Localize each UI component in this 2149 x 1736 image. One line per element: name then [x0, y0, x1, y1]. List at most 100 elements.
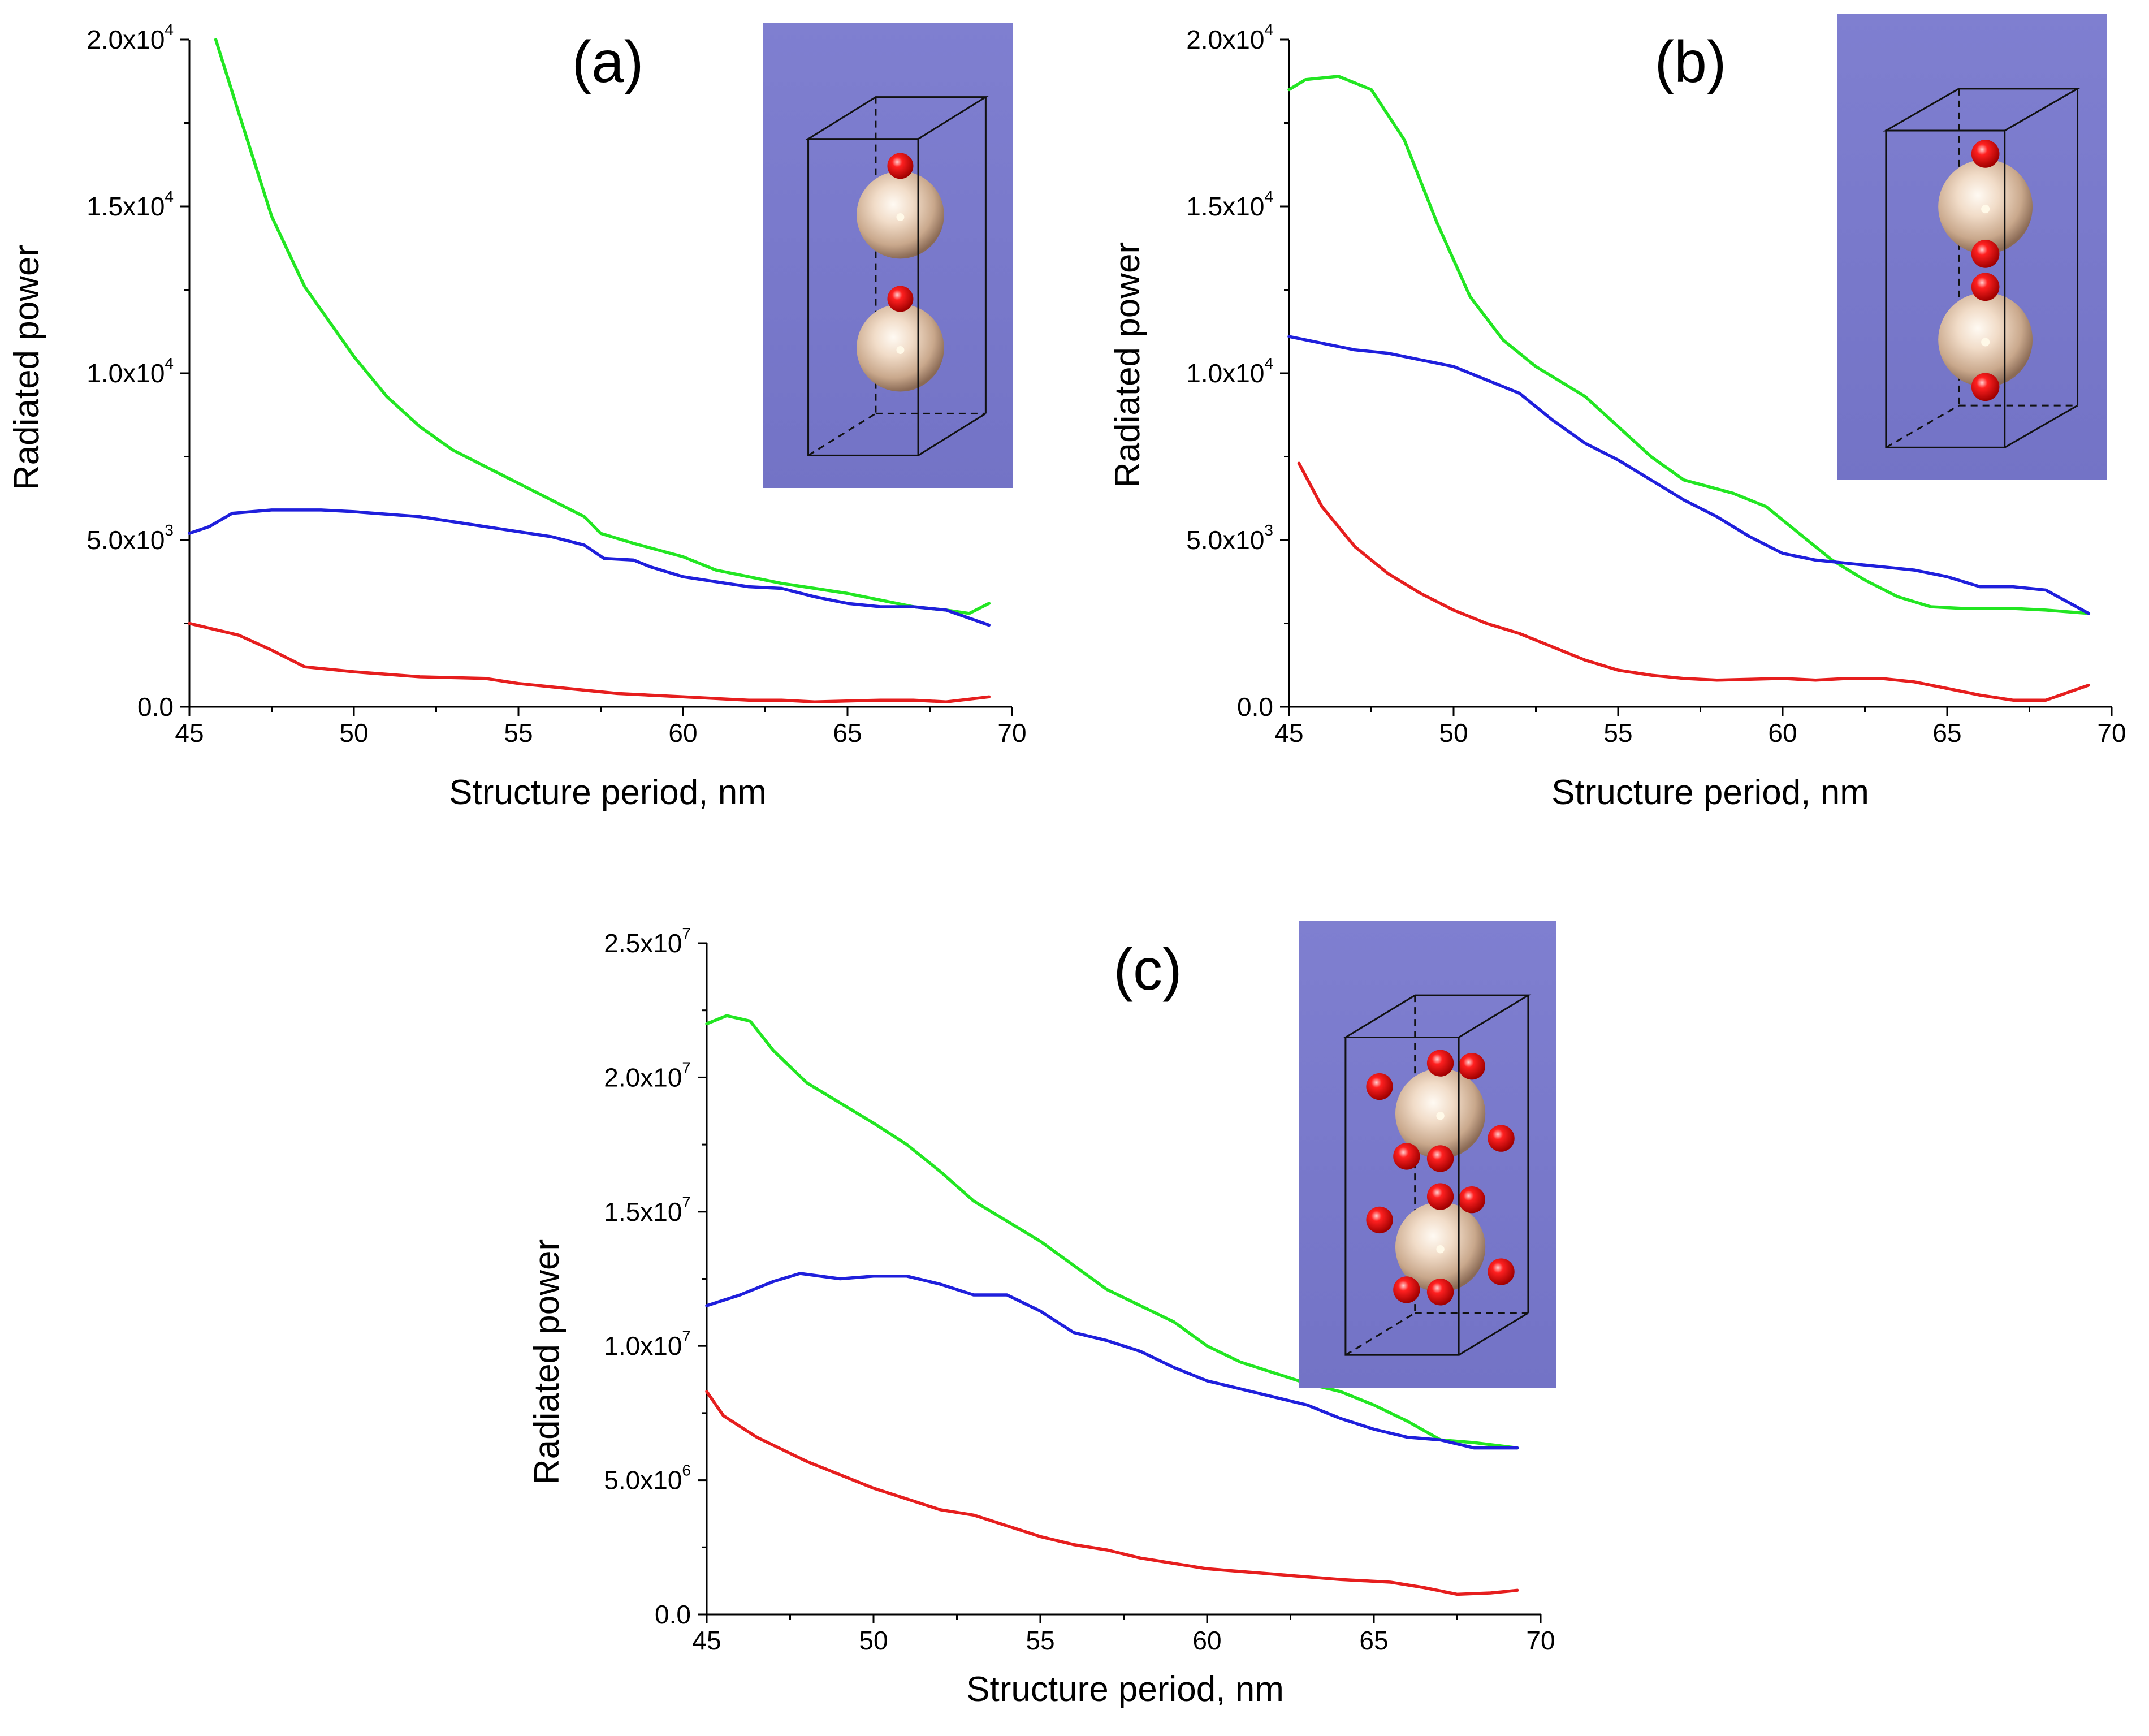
nanosphere: [1366, 1050, 1515, 1172]
y-tick-mantissa: 1.0x10: [1186, 359, 1264, 388]
sphere-highlight: [1981, 338, 1990, 347]
x-tick-label: 45: [1274, 718, 1303, 748]
atom-icon: [1488, 1258, 1515, 1285]
series-line-red: [705, 1390, 1519, 1596]
y-tick-exponent: 4: [165, 188, 174, 205]
x-tick-label: 60: [1768, 718, 1797, 748]
atom-icon: [1971, 273, 2000, 301]
x-tick-label: 65: [833, 718, 862, 748]
x-tick-label: 60: [668, 718, 697, 748]
cell-hidden-edge: [1886, 404, 1960, 448]
series-line-blue: [1287, 335, 2091, 615]
y-tick-mantissa: 5.0x10: [1186, 525, 1264, 555]
nanosphere: [857, 286, 944, 392]
x-axis-title: Structure period, nm: [966, 1670, 1284, 1709]
y-tick-mantissa: 5.0x10: [87, 525, 165, 555]
y-tick-label: 0.0: [137, 692, 174, 722]
y-tick-mantissa: 2.0x10: [1186, 25, 1264, 54]
series-line-green: [1287, 75, 2091, 615]
y-tick-label: 2.5x107: [604, 925, 691, 958]
x-tick-label: 60: [1192, 1626, 1221, 1655]
y-tick-exponent: 7: [682, 1327, 691, 1345]
x-tick-label: 70: [2097, 718, 2126, 748]
atom-icon: [887, 153, 914, 179]
atom-icon: [887, 286, 914, 312]
series-line-blue: [188, 508, 991, 627]
y-tick-mantissa: 0.0: [1237, 692, 1273, 722]
inset-unit-cell: [763, 23, 1013, 488]
y-tick-mantissa: 2.0x10: [604, 1063, 682, 1092]
y-tick-exponent: 3: [165, 521, 174, 539]
x-tick-label: 70: [997, 718, 1026, 748]
y-tick-label: 2.0x107: [604, 1059, 691, 1092]
panel-label: (a): [572, 29, 643, 95]
cell-edge: [2004, 404, 2078, 448]
x-tick-label: 55: [1603, 718, 1632, 748]
y-tick-label: 5.0x106: [604, 1462, 691, 1495]
y-tick-label: 1.5x107: [604, 1193, 691, 1227]
x-axis-title: Structure period, nm: [449, 773, 767, 812]
x-tick-label: 55: [504, 718, 533, 748]
series-line-red: [188, 621, 991, 703]
x-tick-label: 55: [1026, 1626, 1054, 1655]
y-tick-label: 1.5x104: [1186, 188, 1273, 221]
y-tick-exponent: 4: [1264, 188, 1273, 205]
y-tick-label: 1.0x104: [1186, 355, 1273, 388]
x-axis-title: Structure period, nm: [1551, 773, 1869, 812]
cell-hidden-edge: [1345, 1312, 1416, 1356]
y-tick-label: 0.0: [1237, 692, 1273, 722]
sphere-highlight: [1436, 1112, 1445, 1120]
atom-icon: [1366, 1206, 1393, 1234]
x-tick-label: 45: [692, 1626, 721, 1655]
y-axis-title: Radiated power: [7, 245, 46, 490]
y-tick-label: 5.0x103: [87, 521, 174, 555]
atom-icon: [1393, 1143, 1420, 1170]
x-tick-label: 50: [859, 1626, 888, 1655]
y-tick-label: 5.0x103: [1186, 521, 1273, 555]
y-tick-exponent: 3: [1264, 521, 1273, 539]
atom-icon: [1488, 1125, 1515, 1152]
y-tick-mantissa: 1.0x10: [604, 1331, 682, 1361]
y-axis-title: Radiated power: [527, 1239, 567, 1484]
sphere-highlight: [896, 213, 905, 221]
cell-edge: [1458, 1312, 1529, 1356]
atom-icon: [1458, 1186, 1485, 1214]
atom-icon: [1426, 1183, 1454, 1210]
inset-unit-cell: [1299, 921, 1556, 1388]
y-axis-title: Radiated power: [1108, 242, 1147, 487]
atom-icon: [1458, 1053, 1485, 1080]
y-tick-exponent: 7: [682, 1059, 691, 1076]
y-tick-exponent: 4: [1264, 21, 1273, 38]
y-tick-exponent: 7: [682, 925, 691, 942]
cell-hidden-edge: [807, 413, 876, 456]
x-tick-label: 50: [1439, 718, 1468, 748]
atom-icon: [1426, 1145, 1454, 1172]
y-tick-exponent: 4: [165, 355, 174, 372]
y-tick-mantissa: 1.5x10: [87, 192, 165, 221]
y-tick-label: 1.0x107: [604, 1327, 691, 1361]
y-tick-mantissa: 1.5x10: [604, 1197, 682, 1227]
y-tick-exponent: 4: [1264, 355, 1273, 372]
series-line-red: [1297, 461, 2091, 702]
y-tick-label: 1.5x104: [87, 188, 174, 221]
y-tick-label: 2.0x104: [1186, 21, 1273, 54]
inset-unit-cell: [1837, 14, 2107, 480]
series-line-blue: [705, 1272, 1519, 1450]
sphere-highlight: [1436, 1245, 1445, 1254]
y-tick-mantissa: 2.5x10: [604, 929, 682, 958]
y-tick-label: 1.0x104: [87, 355, 174, 388]
y-tick-exponent: 6: [682, 1462, 691, 1479]
y-tick-mantissa: 2.0x10: [87, 25, 165, 54]
y-tick-label: 0.0: [655, 1600, 691, 1629]
cell-edge: [918, 413, 987, 456]
atom-icon: [1393, 1276, 1420, 1303]
atom-icon: [1971, 373, 2000, 401]
y-tick-mantissa: 0.0: [137, 692, 174, 722]
chart-panel-b: 45 50 55 60 65 700.05.0x1031.0x1041.5x1042.0x…: [1108, 14, 2126, 812]
y-tick-mantissa: 0.0: [655, 1600, 691, 1629]
y-tick-mantissa: 1.5x10: [1186, 192, 1264, 221]
x-tick-label: 65: [1359, 1626, 1388, 1655]
nanosphere: [857, 153, 944, 259]
y-tick-mantissa: 1.0x10: [87, 359, 165, 388]
